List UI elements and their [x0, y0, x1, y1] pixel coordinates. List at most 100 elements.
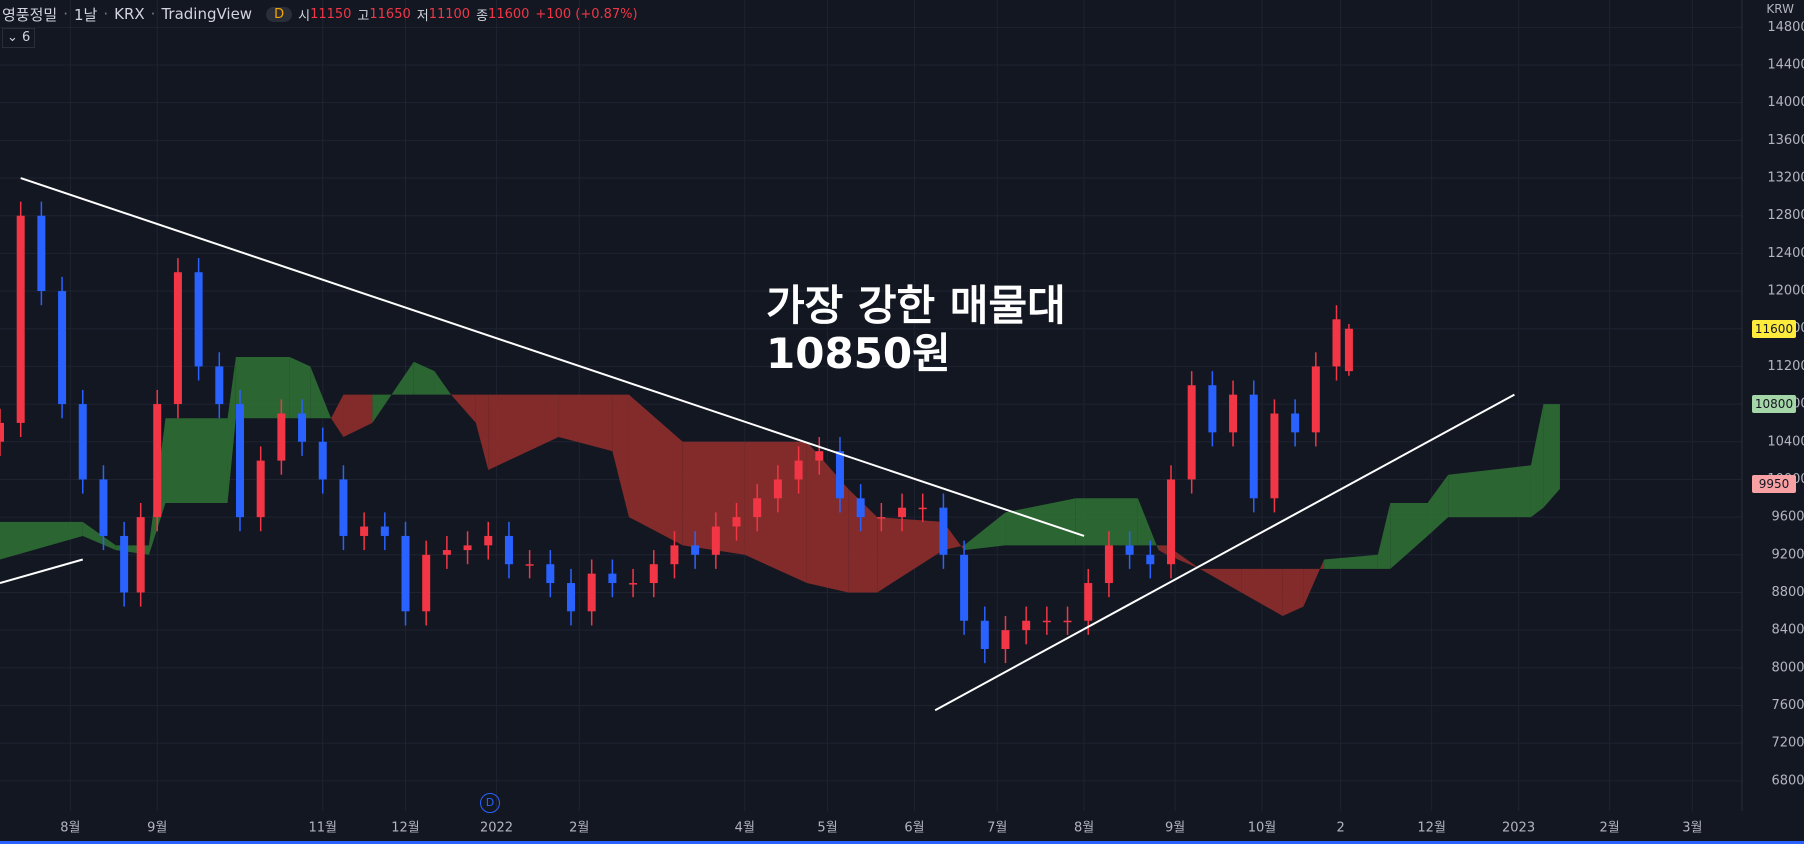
cloud-segment	[475, 394, 489, 471]
candle-body	[1311, 366, 1320, 433]
annotation: 가장 강한 매물대 10850원	[766, 281, 1066, 378]
x-tick-label: 2022	[480, 821, 513, 836]
candle-body	[670, 545, 679, 565]
cloud-segment	[289, 356, 311, 419]
y-tick-label: 14000	[1767, 95, 1804, 110]
y-tick-label: 8000	[1771, 660, 1804, 675]
symbol[interactable]: 영풍정밀	[2, 5, 58, 24]
candle-body	[37, 215, 46, 292]
cloud-segment	[964, 512, 1006, 551]
candle-body	[918, 507, 927, 510]
y-tick-label: 8800	[1771, 585, 1804, 600]
candle-body	[153, 404, 162, 518]
candle-body	[1022, 620, 1031, 631]
x-tick-label: 5월	[817, 821, 837, 836]
candle-body	[794, 460, 803, 480]
cloud-segment	[1137, 498, 1159, 551]
cloud-segment	[0, 521, 83, 560]
interval[interactable]: 1날	[73, 5, 98, 24]
cloud-segment	[1324, 554, 1378, 569]
candle-body	[629, 583, 638, 585]
y-tick-label: 14800	[1767, 20, 1804, 35]
candle-body	[463, 545, 472, 551]
y-tick-label: 6800	[1771, 773, 1804, 788]
candle-body	[194, 272, 203, 367]
cloud-segment	[877, 517, 944, 593]
candle-body	[1344, 328, 1353, 372]
close: 11600	[488, 6, 530, 22]
cloud-segment	[372, 361, 414, 423]
cloud-segment	[82, 521, 116, 551]
x-tick-label: 4월	[735, 821, 755, 836]
cloud-segment	[1199, 568, 1242, 593]
candle-body	[691, 545, 700, 555]
candle-body	[339, 479, 348, 536]
candle-body	[877, 517, 886, 519]
cloud-segment	[943, 521, 965, 551]
currency[interactable]: KRW	[1766, 2, 1794, 16]
candle-body	[1187, 385, 1196, 480]
cloud-segment	[682, 441, 745, 555]
candle-body	[215, 366, 224, 405]
x-tick-label: 2023	[1502, 821, 1535, 836]
candle-body	[16, 215, 25, 423]
y-tick-label: 12400	[1767, 246, 1804, 261]
candle-body	[484, 535, 493, 546]
close-label: 종	[476, 8, 489, 24]
candle-body	[380, 526, 389, 536]
candle-body	[649, 564, 658, 584]
y-tick-label: 13600	[1767, 133, 1804, 148]
candle-body	[422, 554, 431, 612]
exchange: KRX	[114, 5, 145, 23]
candle-body	[173, 272, 182, 405]
cloud-segment	[1543, 404, 1560, 508]
event-marker[interactable]: D	[480, 793, 500, 813]
price-label: 10800	[1752, 395, 1796, 414]
x-tick-label: 6월	[904, 821, 924, 836]
y-tick-label: 9200	[1771, 547, 1804, 562]
indicator-toggle[interactable]: ⌄ 6	[2, 28, 36, 48]
candle-body	[1291, 413, 1300, 433]
high-label: 고	[357, 8, 370, 24]
cloud-segment	[451, 394, 476, 423]
cloud-segment	[848, 488, 878, 593]
candle-body	[1146, 554, 1155, 565]
candle-body	[1270, 413, 1279, 499]
candle-body	[1125, 545, 1134, 555]
x-tick-label: 12월	[391, 821, 420, 836]
cloud-segment	[1377, 502, 1391, 569]
cloud-segment	[1158, 545, 1167, 555]
y-tick-label: 8400	[1771, 623, 1804, 638]
cloud-segment	[343, 394, 373, 438]
candle-body	[136, 517, 145, 593]
candle-body	[856, 498, 865, 518]
candle-body	[1166, 479, 1175, 565]
candle-body	[815, 451, 824, 461]
legend-header: 영풍정밀 · 1날 · KRX · TradingView D 시 11150 고 116…	[2, 5, 638, 24]
candle-body	[504, 535, 513, 565]
badge[interactable]: D	[266, 6, 293, 22]
candle-body	[546, 564, 555, 584]
x-tick-label: 2월	[569, 821, 589, 836]
candle-body	[980, 620, 989, 649]
candle-body	[835, 451, 844, 499]
y-tick-label: 7200	[1771, 736, 1804, 751]
source: TradingView	[161, 5, 253, 23]
open-label: 시	[298, 8, 311, 24]
y-tick-label: 7600	[1771, 698, 1804, 713]
x-tick-label: 2월	[1599, 821, 1619, 836]
candle-body	[1042, 620, 1051, 623]
cloud-segment	[310, 366, 332, 419]
cloud-segment	[235, 356, 290, 419]
cloud-segment	[744, 441, 807, 584]
y-tick-label: 10400	[1767, 434, 1804, 449]
y-tick-label: 14400	[1767, 57, 1804, 72]
candle-body	[1104, 545, 1113, 584]
cloud-segment	[165, 418, 228, 503]
y-tick-label: 12000	[1767, 284, 1804, 299]
candle-body	[360, 526, 369, 536]
x-tick-label: 12월	[1417, 821, 1446, 836]
change: +100 (+0.87%)	[535, 6, 638, 22]
y-tick-label: 11200	[1767, 359, 1804, 374]
